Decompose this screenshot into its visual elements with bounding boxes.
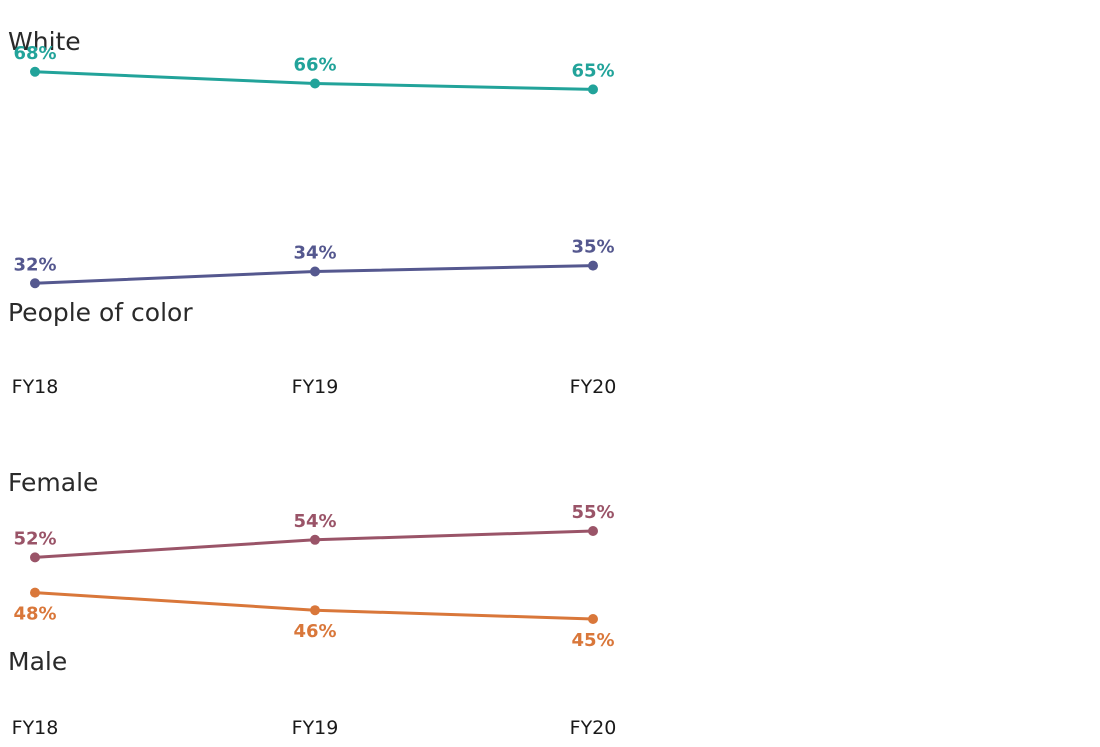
x-tick-label-fy18: FY18	[12, 717, 59, 739]
gender-chart: Female Male 52% 54% 55% 48% 46% 45% FY18…	[8, 468, 616, 739]
data-label-male-fy19: 46%	[293, 621, 336, 642]
series-title-people-of-color: People of color	[8, 298, 193, 327]
data-point-people-of-color-fy19	[310, 266, 320, 277]
data-point-male-fy20	[588, 614, 598, 624]
data-label-female-fy20: 55%	[571, 502, 614, 523]
x-tick-label-fy18: FY18	[12, 376, 59, 398]
data-point-male-fy19	[310, 605, 320, 616]
series-title-male: Male	[8, 647, 67, 676]
data-label-male-fy18: 48%	[13, 604, 56, 625]
data-point-white-fy20	[588, 84, 598, 95]
x-tick-label-fy20: FY20	[570, 717, 617, 739]
data-point-people-of-color-fy20	[588, 260, 598, 271]
data-label-white-fy18: 68%	[13, 43, 56, 64]
race-chart: White People of color 68% 66% 65% 32% 34…	[8, 27, 616, 398]
data-point-female-fy20	[588, 526, 598, 536]
data-label-white-fy20: 65%	[571, 60, 614, 81]
x-tick-label-fy19: FY19	[292, 717, 339, 739]
series-title-white: White	[8, 27, 81, 56]
x-tick-label-fy20: FY20	[570, 376, 617, 398]
data-label-male-fy20: 45%	[571, 630, 614, 651]
x-tick-label-fy19: FY19	[292, 376, 339, 398]
data-label-people-of-color-fy18: 32%	[13, 254, 56, 275]
data-label-people-of-color-fy19: 34%	[293, 243, 336, 264]
data-point-female-fy19	[310, 534, 320, 545]
series-title-female: Female	[8, 468, 98, 497]
data-point-people-of-color-fy18	[30, 278, 40, 289]
data-point-white-fy18	[30, 66, 40, 77]
data-label-female-fy18: 52%	[13, 528, 56, 549]
data-point-male-fy18	[30, 587, 40, 598]
data-label-white-fy19: 66%	[293, 55, 336, 76]
data-point-female-fy18	[30, 552, 40, 563]
data-label-people-of-color-fy20: 35%	[571, 237, 614, 258]
data-point-white-fy19	[310, 78, 320, 89]
data-label-female-fy19: 54%	[293, 511, 336, 532]
